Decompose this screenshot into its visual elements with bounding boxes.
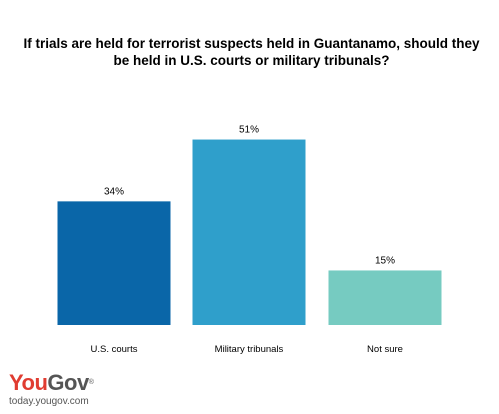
x-tick-label: Not sure (367, 344, 403, 355)
x-tick-label: Military tribunals (215, 344, 284, 355)
bar-military-tribunals (192, 139, 306, 325)
chart-title: If trials are held for terrorist suspect… (20, 35, 483, 69)
data-label: 51% (239, 125, 259, 136)
data-label: 15% (375, 255, 395, 266)
data-label: 34% (104, 186, 124, 197)
logo-you-text: You (9, 370, 48, 395)
chart-title-line-2: be held in U.S. courts or military tribu… (113, 53, 390, 68)
bar-not-sure (328, 270, 442, 325)
logo-registered-mark: ® (88, 379, 94, 386)
site-url: today.yougov.com (9, 396, 89, 407)
bar-u-s-courts (57, 201, 171, 325)
chart-title-line-1: If trials are held for terrorist suspect… (23, 36, 480, 51)
x-tick-label: U.S. courts (91, 344, 138, 355)
yougov-logo: YouGov® (9, 370, 94, 395)
logo-gov-text: Gov (47, 370, 89, 395)
